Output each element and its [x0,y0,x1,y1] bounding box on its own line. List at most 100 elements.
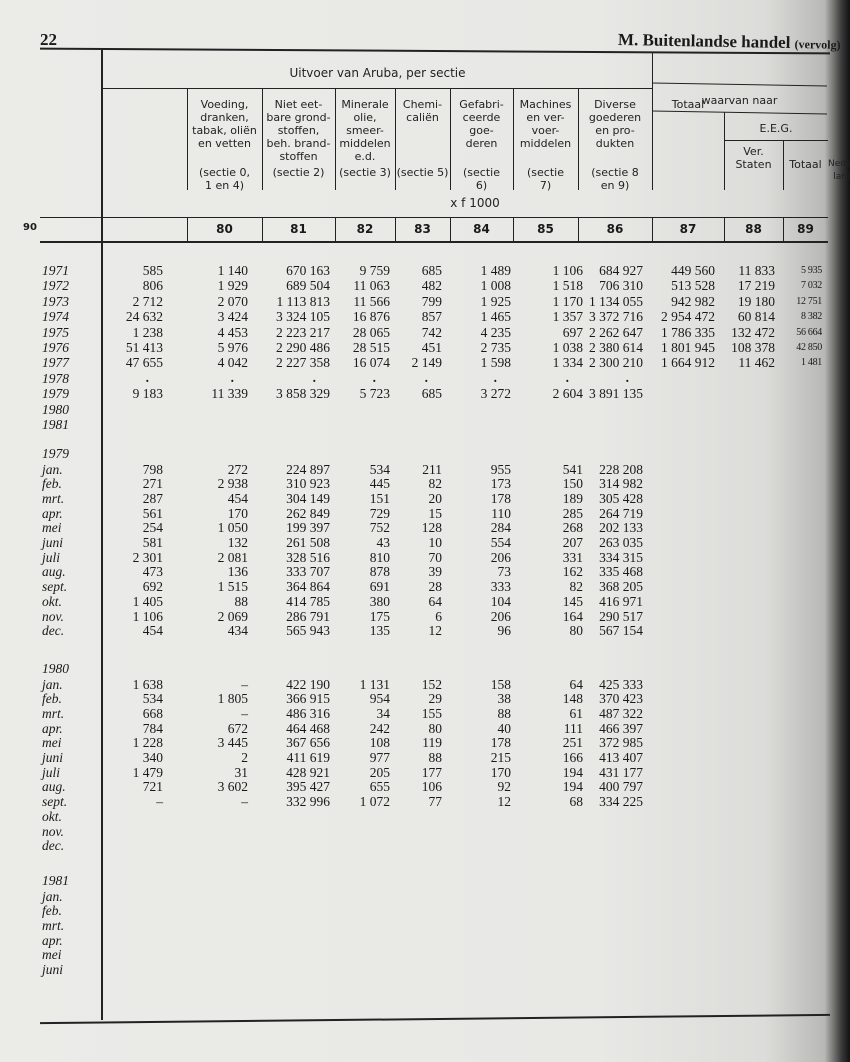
cell-84: 70 [428,549,443,565]
cell-83: 9 759 [359,263,390,278]
cell-80: 784 [142,720,163,736]
row-label: juli [42,764,61,780]
cell-81: 4 453 [217,324,248,340]
cell-81: 1 515 [217,579,248,595]
cell-86: 61 [569,705,584,721]
cell-83: 151 [369,490,390,506]
cell-85: 38 [497,691,512,707]
cell-83: 380 [369,593,390,609]
cell-87: 264 719 [599,505,643,521]
row-label: 1979 [42,386,69,402]
cell-81: 88 [234,593,249,609]
cell-86: 68 [569,794,584,810]
cell-84: 177 [421,764,442,780]
cell-86: 1 170 [552,293,583,309]
cell-89: 60 814 [737,309,775,325]
column-header-90: Neder- land [828,159,850,182]
row-label: okt. [42,593,62,609]
column-divider [724,112,725,190]
cell-80: 534 [142,691,163,707]
row-label: mei [42,520,62,536]
row-label: mrt. [42,490,65,506]
cell-84: 451 [421,340,442,355]
cell-85: 2 735 [480,340,511,355]
cell-82: 464 468 [286,720,330,736]
cell-83: 16 876 [352,309,390,325]
cell-85: 92 [497,779,512,795]
waarvan-top-rule [652,82,827,87]
cell-81: 1 140 [217,263,248,278]
cell-82: 395 427 [286,779,330,795]
code-divider [578,217,579,241]
cell-90: 1 481 [800,357,822,369]
cell-82: 1 113 813 [276,293,331,309]
section-heading: 1979 [42,446,69,461]
row-label: 1975 [42,324,69,340]
cell-82: 414 785 [286,593,330,609]
cell-89: 108 378 [731,340,775,355]
cell-86: 1 357 [552,309,583,325]
cell-81: 2 070 [217,293,248,309]
cell-86: 285 [562,505,583,521]
cell-81: 31 [234,764,249,780]
cell-86: 1 038 [552,340,583,355]
row-label: apr. [42,720,63,736]
row-label: juni [42,962,64,977]
cell-80: 51 413 [125,340,163,355]
cell-87: 706 310 [599,278,643,294]
cell-81: 132 [227,535,248,550]
cell-86: 1 334 [552,355,583,371]
cell-83: 242 [369,720,390,736]
cell-80: 806 [142,278,163,294]
cell-85: 3 272 [480,386,511,402]
cell-87: 3 891 135 [589,386,643,402]
row-label: okt. [42,808,62,824]
cell-80: 1 106 [132,608,163,624]
cell-85: . [493,369,497,385]
cell-87: 334 225 [599,794,643,810]
column-header-89: Totaal [789,158,822,171]
cell-82: 3 858 329 [276,386,330,402]
cell-82: 422 190 [286,676,330,692]
cell-80: – [156,794,163,810]
cell-87: 567 154 [599,623,643,639]
column-divider [652,52,653,88]
cell-87: 314 982 [599,476,643,492]
cell-80: 721 [142,779,163,795]
column-header-88: Ver. Staten [735,145,772,171]
cell-88: 1 801 945 [661,340,715,355]
cell-80: 254 [142,520,163,536]
cell-82: 486 316 [286,705,330,721]
cell-82: 367 656 [286,735,330,751]
waarvan-rule [652,110,827,115]
row-label: jan. [42,461,63,477]
cell-85: 206 [490,608,511,624]
row-label: jan. [42,676,63,692]
cell-87: 370 423 [599,691,643,707]
cell-82: 328 516 [286,549,330,565]
group-header-rule [103,88,653,89]
column-header-82: Minerale olie, smeer- middelen e.d. [339,98,391,163]
cell-81: . [230,369,234,385]
cell-86: 251 [562,735,583,751]
cell-87: 416 971 [599,593,643,609]
cell-82: 3 324 105 [276,309,330,325]
cell-90: 42 850 [796,342,822,353]
column-code-86: 86 [606,222,624,236]
cell-86: 268 [562,520,583,536]
cell-87: 487 322 [599,705,643,721]
column-divider [652,88,653,190]
column-code-84: 84 [473,222,490,236]
cell-82: 364 864 [286,579,330,595]
cell-82: 310 923 [286,476,330,492]
row-label: 1973 [42,293,69,309]
group-header: Uitvoer van Aruba, per sectie [289,66,466,80]
cell-83: 34 [376,705,391,721]
column-header-84: Gefabri- ceerde goe- deren [459,98,504,150]
column-code-83: 83 [414,222,431,236]
cell-80: 561 [142,505,163,521]
cell-83: 135 [369,623,390,639]
cell-83: 445 [369,476,390,492]
cell-81: 2 069 [217,608,248,624]
cell-82: . [312,369,316,385]
